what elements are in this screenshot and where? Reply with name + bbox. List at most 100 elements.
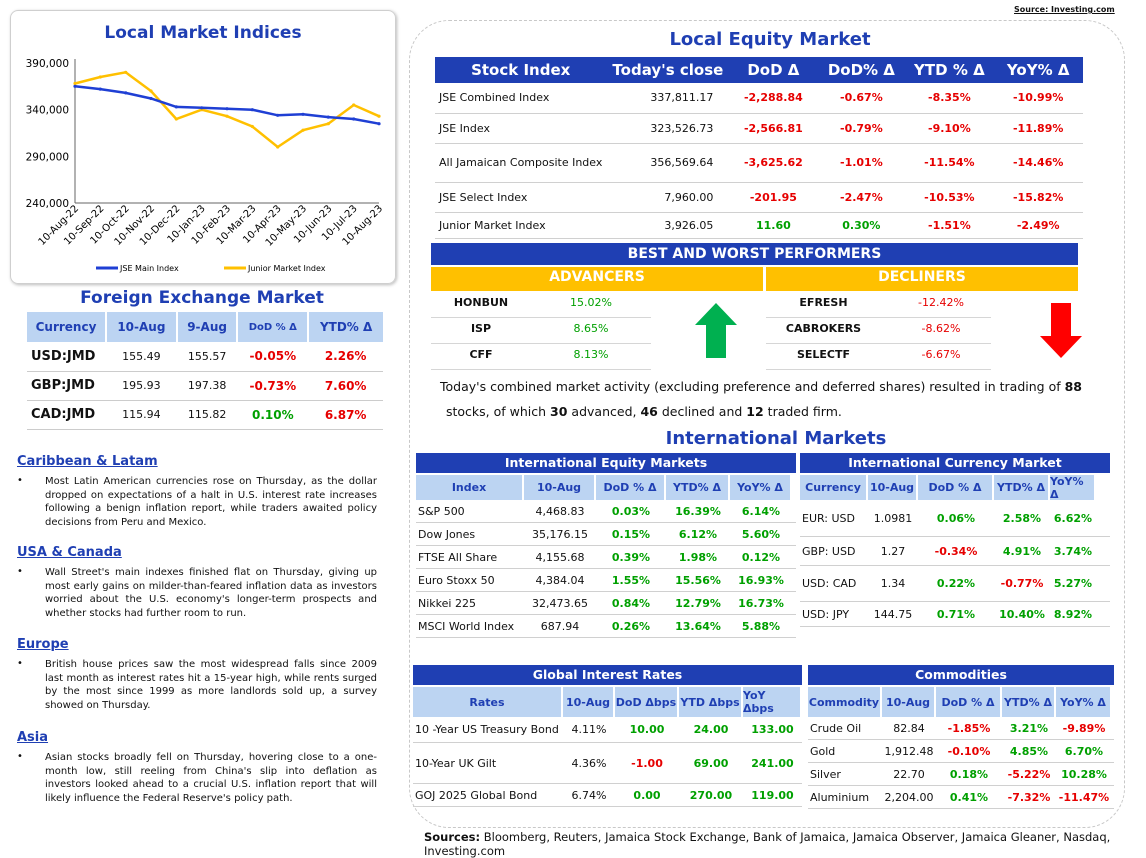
intl_equity-dod: 0.03%	[611, 504, 651, 518]
right-panel	[409, 20, 1125, 828]
commod-row: Crude Oil 82.84 -1.85% 3.21% -9.89%	[808, 717, 1114, 740]
intl_equity-yoy: 5.88%	[741, 619, 781, 633]
summary-text: declined and	[657, 404, 747, 419]
data-point	[73, 84, 77, 88]
up-arrow-icon	[695, 303, 737, 358]
intl_equity-ytd: 13.64%	[675, 619, 721, 633]
data-point	[225, 114, 229, 118]
fx-dod: -0.05%	[237, 342, 309, 372]
eq-name: JSE Index	[435, 113, 607, 144]
intl_fx-ytd: 2.58%	[1002, 511, 1042, 525]
eq-dodp: -0.79%	[817, 113, 906, 144]
commod-name: Gold	[810, 744, 836, 758]
eq-dod: -2,288.84	[729, 83, 818, 114]
eq-yoy: -15.82%	[993, 182, 1083, 213]
news-item: USA & Canada • Wall Street's main indexes …	[17, 545, 377, 620]
rates-v: 4.36%	[571, 756, 607, 770]
intl_fx-name: GBP: USD	[802, 544, 856, 558]
rates-ytd: 69.00	[693, 756, 729, 770]
y-tick-label: 290,000	[26, 151, 69, 163]
chart-panel: Local Market Indices 390,000 340,000 290,0…	[10, 10, 396, 284]
summary-text: traded firm.	[763, 404, 842, 419]
intl_fx-yoy: 6.62%	[1053, 511, 1093, 525]
intl_equity-name: Dow Jones	[418, 527, 476, 541]
rates-row: 10-Year UK Gilt 4.36% -1.00 69.00 241.00	[413, 743, 802, 784]
data-point	[149, 96, 153, 101]
rates-header: YTD Δbps	[679, 687, 741, 717]
news-heading: USA & Canada	[17, 545, 122, 560]
intl_fx-header: YTD% Δ	[994, 475, 1048, 500]
data-point	[276, 113, 280, 117]
rates-yoy: 241.00	[751, 756, 794, 770]
commod-name: Silver	[810, 767, 841, 781]
intl_equity-header: YTD% Δ	[666, 475, 728, 500]
intl_equity-v: 4,155.68	[535, 550, 585, 564]
eq-row: JSE Combined Index 337,811.17 -2,288.84 -0.…	[435, 83, 1083, 114]
intl_fx-name: USD: JPY	[802, 607, 850, 621]
intl_fx-v: 1.27	[880, 544, 906, 558]
eq-ytd: -8.35%	[905, 83, 994, 114]
commod-row: Aluminium 2,204.00 0.41% -7.32% -11.47%	[808, 786, 1114, 809]
intl_equity-ytd: 16.39%	[675, 504, 721, 518]
data-point	[225, 107, 229, 111]
intl_equity-header: 10-Aug	[524, 475, 594, 500]
rates-dod: 0.00	[633, 788, 661, 802]
summary-advanced: 30	[550, 404, 568, 419]
performers-title: BEST AND WORST PERFORMERS	[431, 243, 1078, 265]
fx-header: Currency	[27, 312, 107, 342]
y-tick-label: 390,000	[26, 58, 69, 70]
rates-name: 10 -Year US Treasury Bond	[415, 723, 559, 736]
commod-dod: -1.85%	[947, 721, 991, 735]
eq-dod: 11.60	[729, 212, 818, 239]
intl_equity-yoy: 6.14%	[741, 504, 781, 518]
news-heading: Europe	[17, 637, 69, 652]
eq-close: 356,569.64	[606, 143, 730, 183]
data-point	[200, 106, 204, 110]
eq-header: YTD % Δ	[914, 61, 985, 79]
news-bullet-row: • British house prices saw the most wides…	[17, 658, 377, 712]
sources-label: Sources:	[424, 830, 481, 844]
local-equity-title: Local Equity Market	[669, 29, 871, 50]
intl_fx-dod: 0.06%	[936, 511, 976, 525]
chart-title: Local Market Indices	[104, 23, 302, 43]
fx-value: 197.38	[176, 371, 238, 401]
data-point	[301, 112, 305, 116]
summary-text: Today's combined market activity (exclud…	[440, 379, 1065, 394]
performer-symbol: HONBUN	[453, 296, 509, 309]
data-point	[73, 81, 77, 86]
commod-v: 22.70	[893, 767, 925, 781]
down-arrow-icon	[1040, 303, 1082, 358]
intl_fx-v: 1.0981	[873, 511, 913, 525]
intl_equity-dod: 0.39%	[611, 550, 651, 564]
fx-ytd: 6.87%	[308, 400, 383, 430]
commod-header: 10-Aug	[882, 687, 934, 717]
news-text: Wall Street's main indexes finished flat…	[45, 567, 377, 619]
advancers-header: ADVANCERS	[431, 267, 763, 291]
data-point	[377, 122, 381, 126]
summary-text: stocks, of which	[446, 404, 551, 419]
intl_equity-ytd: 1.98%	[678, 550, 718, 564]
intl_equity-row: FTSE All Share 4,155.68 0.39% 1.98% 0.12%	[416, 546, 796, 569]
intl_fx-yoy: 8.92%	[1053, 607, 1093, 621]
intl_equity-name: MSCI World Index	[418, 619, 515, 633]
fx-currency: GBP:JMD	[27, 371, 106, 401]
performer-row: HONBUN 15.02%	[431, 292, 651, 318]
eq-yoy: -14.46%	[993, 143, 1083, 183]
fx-value: 155.49	[106, 342, 177, 372]
intl_equity-ytd: 6.12%	[678, 527, 718, 541]
fx-header: 10-Aug	[106, 312, 178, 342]
fx-header: 9-Aug	[176, 312, 239, 342]
intl_equity-header: DoD % Δ	[596, 475, 664, 500]
eq-header: Today's close	[612, 61, 724, 79]
intl_fx-dod: -0.34%	[934, 544, 978, 558]
eq-header: DoD Δ	[747, 61, 800, 79]
fx-row: USD:JMD 155.49 155.57 -0.05% 2.26%	[27, 342, 383, 372]
intl_fx-dod: 0.22%	[936, 577, 976, 590]
eq-close: 3,926.05	[606, 212, 730, 239]
fx-currency: USD:JMD	[27, 342, 106, 372]
intl_fx-dod: 0.71%	[936, 607, 976, 621]
rates-ytd: 270.00	[689, 788, 733, 802]
commod-header: Commodity	[808, 687, 880, 717]
data-point	[250, 108, 254, 112]
